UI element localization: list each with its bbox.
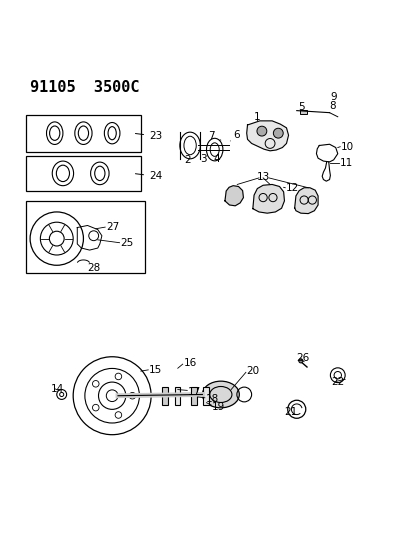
- Text: 19: 19: [212, 402, 225, 412]
- Circle shape: [273, 128, 283, 138]
- Text: 21: 21: [285, 407, 298, 417]
- Text: 3: 3: [200, 154, 206, 164]
- Bar: [162, 387, 168, 405]
- Text: 17: 17: [188, 386, 201, 397]
- Polygon shape: [247, 121, 289, 151]
- Bar: [26, 201, 145, 273]
- Text: 25: 25: [120, 238, 133, 248]
- Text: 24: 24: [135, 171, 162, 181]
- Bar: [26, 156, 141, 191]
- Text: 2: 2: [184, 155, 191, 165]
- Bar: [300, 110, 307, 114]
- Text: 27: 27: [106, 222, 119, 232]
- Text: 26: 26: [297, 352, 310, 362]
- Polygon shape: [295, 188, 318, 214]
- Bar: [175, 387, 180, 405]
- Text: 14: 14: [51, 384, 64, 394]
- Bar: [203, 387, 209, 405]
- Text: 4: 4: [214, 154, 221, 164]
- Text: 6: 6: [230, 130, 240, 141]
- Text: 15: 15: [149, 365, 162, 375]
- Text: 5: 5: [298, 102, 305, 112]
- Polygon shape: [225, 185, 243, 206]
- Text: 9: 9: [331, 93, 337, 102]
- Text: 28: 28: [88, 263, 101, 273]
- Polygon shape: [253, 184, 285, 213]
- Text: 18: 18: [206, 393, 219, 403]
- Text: 12: 12: [286, 183, 299, 193]
- Text: 13: 13: [256, 172, 270, 182]
- Text: 23: 23: [135, 131, 162, 141]
- Text: 16: 16: [183, 358, 197, 368]
- Circle shape: [257, 126, 267, 136]
- Text: 22: 22: [332, 377, 345, 387]
- Text: 20: 20: [247, 366, 260, 376]
- Text: 11: 11: [340, 158, 354, 168]
- Text: 8: 8: [330, 101, 336, 111]
- Text: 1: 1: [254, 112, 260, 122]
- Text: 7: 7: [208, 131, 221, 141]
- Circle shape: [299, 359, 303, 363]
- Bar: [26, 115, 141, 151]
- Text: 10: 10: [341, 142, 354, 152]
- Text: 91105  3500C: 91105 3500C: [30, 80, 140, 95]
- Bar: [191, 387, 197, 405]
- Ellipse shape: [202, 381, 239, 408]
